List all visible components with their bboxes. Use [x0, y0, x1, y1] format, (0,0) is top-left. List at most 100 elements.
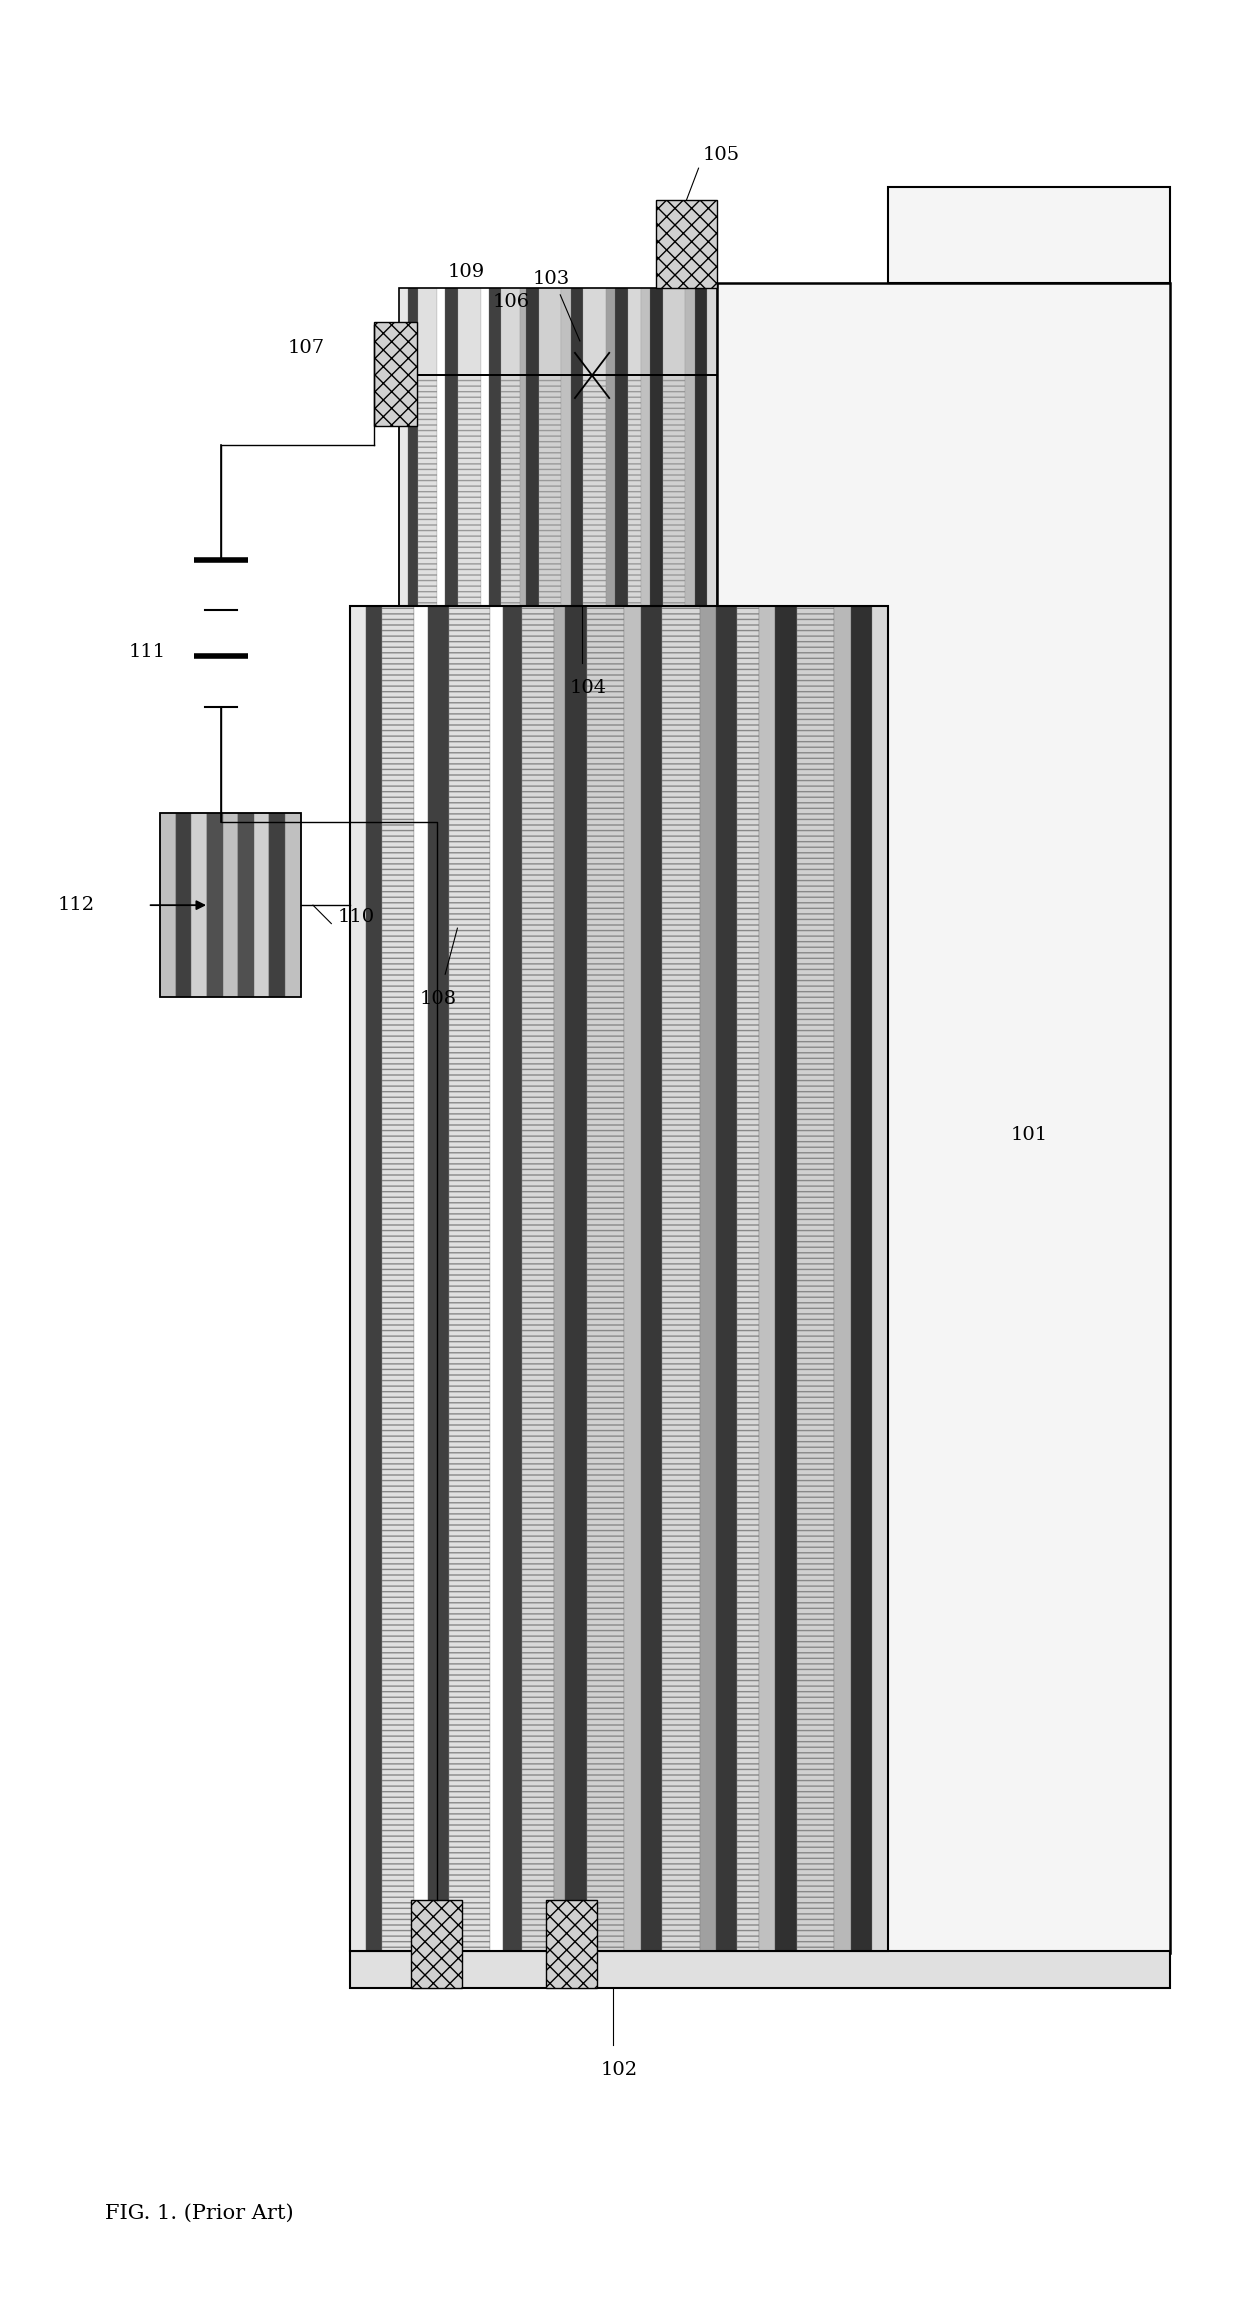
- Bar: [615, 375, 628, 605]
- Bar: [399, 375, 717, 605]
- Bar: [872, 605, 889, 1951]
- Bar: [500, 375, 520, 605]
- Bar: [640, 375, 650, 605]
- Bar: [539, 287, 561, 375]
- Bar: [583, 287, 605, 375]
- Text: 110: 110: [338, 908, 375, 927]
- Bar: [270, 813, 285, 996]
- Text: 109: 109: [447, 262, 484, 280]
- Text: 104: 104: [569, 679, 607, 697]
- Bar: [458, 375, 482, 605]
- Bar: [571, 287, 583, 375]
- Text: 103: 103: [534, 269, 571, 287]
- Text: 107: 107: [288, 338, 326, 357]
- Bar: [650, 287, 662, 375]
- Bar: [482, 375, 489, 605]
- Bar: [207, 813, 223, 996]
- Bar: [565, 605, 587, 1951]
- Bar: [650, 375, 662, 605]
- Bar: [775, 605, 797, 1951]
- Bar: [374, 322, 417, 426]
- Bar: [444, 287, 458, 375]
- Bar: [526, 287, 539, 375]
- Bar: [605, 287, 615, 375]
- Bar: [399, 287, 409, 375]
- Bar: [444, 375, 458, 605]
- Bar: [176, 813, 191, 996]
- Text: 105: 105: [702, 146, 739, 165]
- Bar: [699, 605, 716, 1951]
- Bar: [561, 287, 571, 375]
- Bar: [503, 605, 522, 1951]
- Bar: [695, 375, 707, 605]
- Bar: [656, 199, 717, 287]
- Bar: [628, 287, 640, 375]
- Bar: [640, 605, 662, 1951]
- Bar: [851, 605, 872, 1951]
- Bar: [707, 375, 717, 605]
- Text: 101: 101: [1010, 1126, 1047, 1145]
- Bar: [889, 188, 1170, 283]
- Bar: [520, 375, 526, 605]
- Bar: [254, 813, 270, 996]
- Bar: [797, 605, 834, 1951]
- Bar: [409, 375, 417, 605]
- Bar: [458, 287, 482, 375]
- Bar: [716, 605, 738, 1951]
- Bar: [417, 287, 437, 375]
- Bar: [349, 1951, 1170, 1988]
- Text: 106: 106: [493, 292, 530, 310]
- Bar: [539, 375, 561, 605]
- Bar: [428, 605, 449, 1951]
- Bar: [640, 287, 650, 375]
- Bar: [500, 287, 520, 375]
- Bar: [662, 375, 685, 605]
- Bar: [437, 375, 444, 605]
- Bar: [738, 605, 759, 1951]
- Bar: [160, 813, 176, 996]
- Text: 108: 108: [420, 989, 457, 1008]
- Bar: [561, 375, 571, 605]
- Text: 112: 112: [58, 897, 95, 915]
- Bar: [489, 287, 500, 375]
- Bar: [662, 287, 685, 375]
- Bar: [223, 813, 238, 996]
- Bar: [285, 813, 301, 996]
- Text: FIG. 1. (Prior Art): FIG. 1. (Prior Art): [105, 2203, 293, 2222]
- Bar: [349, 605, 366, 1951]
- Bar: [605, 375, 615, 605]
- Bar: [191, 813, 207, 996]
- Bar: [546, 1900, 597, 1988]
- Bar: [587, 605, 624, 1951]
- Bar: [662, 605, 699, 1951]
- Bar: [160, 813, 301, 996]
- Bar: [437, 287, 444, 375]
- Bar: [555, 605, 565, 1951]
- Text: 102: 102: [600, 2062, 638, 2078]
- Bar: [615, 287, 628, 375]
- Bar: [449, 605, 490, 1951]
- Bar: [685, 375, 695, 605]
- Bar: [520, 287, 526, 375]
- Bar: [583, 375, 605, 605]
- Bar: [399, 287, 717, 375]
- Bar: [489, 375, 500, 605]
- Bar: [482, 287, 489, 375]
- Bar: [409, 287, 417, 375]
- Bar: [417, 375, 437, 605]
- Bar: [411, 1900, 462, 1988]
- Bar: [490, 605, 503, 1951]
- Bar: [759, 605, 775, 1951]
- Bar: [526, 375, 539, 605]
- Bar: [366, 605, 383, 1951]
- Bar: [349, 605, 889, 1951]
- Bar: [707, 287, 717, 375]
- Bar: [628, 375, 640, 605]
- Bar: [522, 605, 555, 1951]
- Bar: [695, 287, 707, 375]
- Bar: [834, 605, 851, 1951]
- Bar: [415, 605, 428, 1951]
- Bar: [399, 375, 409, 605]
- Bar: [717, 283, 1170, 1953]
- Bar: [624, 605, 640, 1951]
